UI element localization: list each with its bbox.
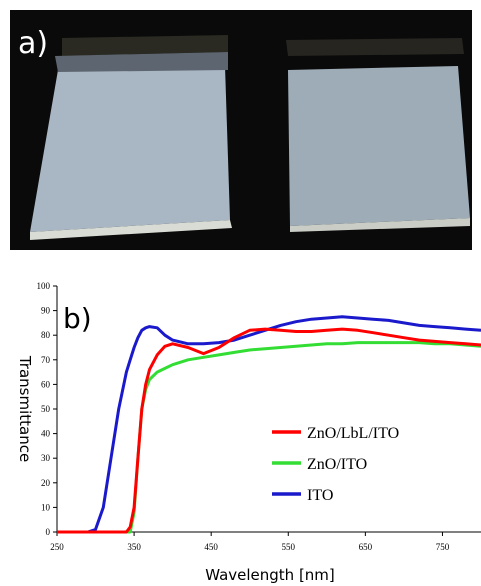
series-line: [57, 327, 481, 534]
x-tick-label: 650: [359, 542, 373, 552]
x-tick-label: 550: [282, 542, 296, 552]
plot: 0 10 20 30 40 50 60 70 80 90 100 250 350 450 550 650 750…: [16, 281, 481, 584]
y-tick-label: 20: [41, 478, 51, 488]
y-tick-label: 0: [46, 527, 51, 537]
chart-title: b): [63, 302, 92, 335]
slide-right: [288, 66, 470, 226]
legend-label: ITO: [307, 487, 333, 504]
slide-left-edge: [55, 52, 228, 72]
y-tick-label: 50: [41, 404, 51, 414]
y-tick-label: 10: [41, 502, 51, 512]
photo: a): [10, 10, 472, 250]
y-tick-label: 90: [41, 306, 51, 316]
legend-label: ZnO/ITO: [307, 456, 367, 473]
legend-label: ZnO/LbL/ITO: [307, 425, 399, 442]
y-axis-label: Transmittance: [16, 355, 34, 462]
y-tick-label: 70: [41, 355, 51, 365]
slide-right-bottom: [290, 218, 470, 232]
panel-label: a): [18, 26, 48, 61]
y-tick-label: 30: [41, 453, 51, 463]
slide-left-bottom: [30, 220, 232, 240]
y-tick-label: 80: [41, 330, 51, 340]
slide-right-top: [286, 38, 464, 56]
series-line: [57, 341, 481, 534]
x-tick-label: 750: [436, 542, 450, 552]
x-axis-label: Wavelength [nm]: [205, 566, 335, 584]
y-tick-label: 60: [41, 379, 51, 389]
x-tick-label: 450: [204, 542, 218, 552]
slide-left: [30, 66, 230, 232]
series-line: [57, 315, 481, 534]
y-tick-label: 100: [37, 281, 51, 291]
x-tick-label: 250: [50, 542, 64, 552]
y-tick-label: 40: [41, 429, 51, 439]
x-tick-label: 350: [127, 542, 141, 552]
slide-top: [62, 35, 228, 56]
